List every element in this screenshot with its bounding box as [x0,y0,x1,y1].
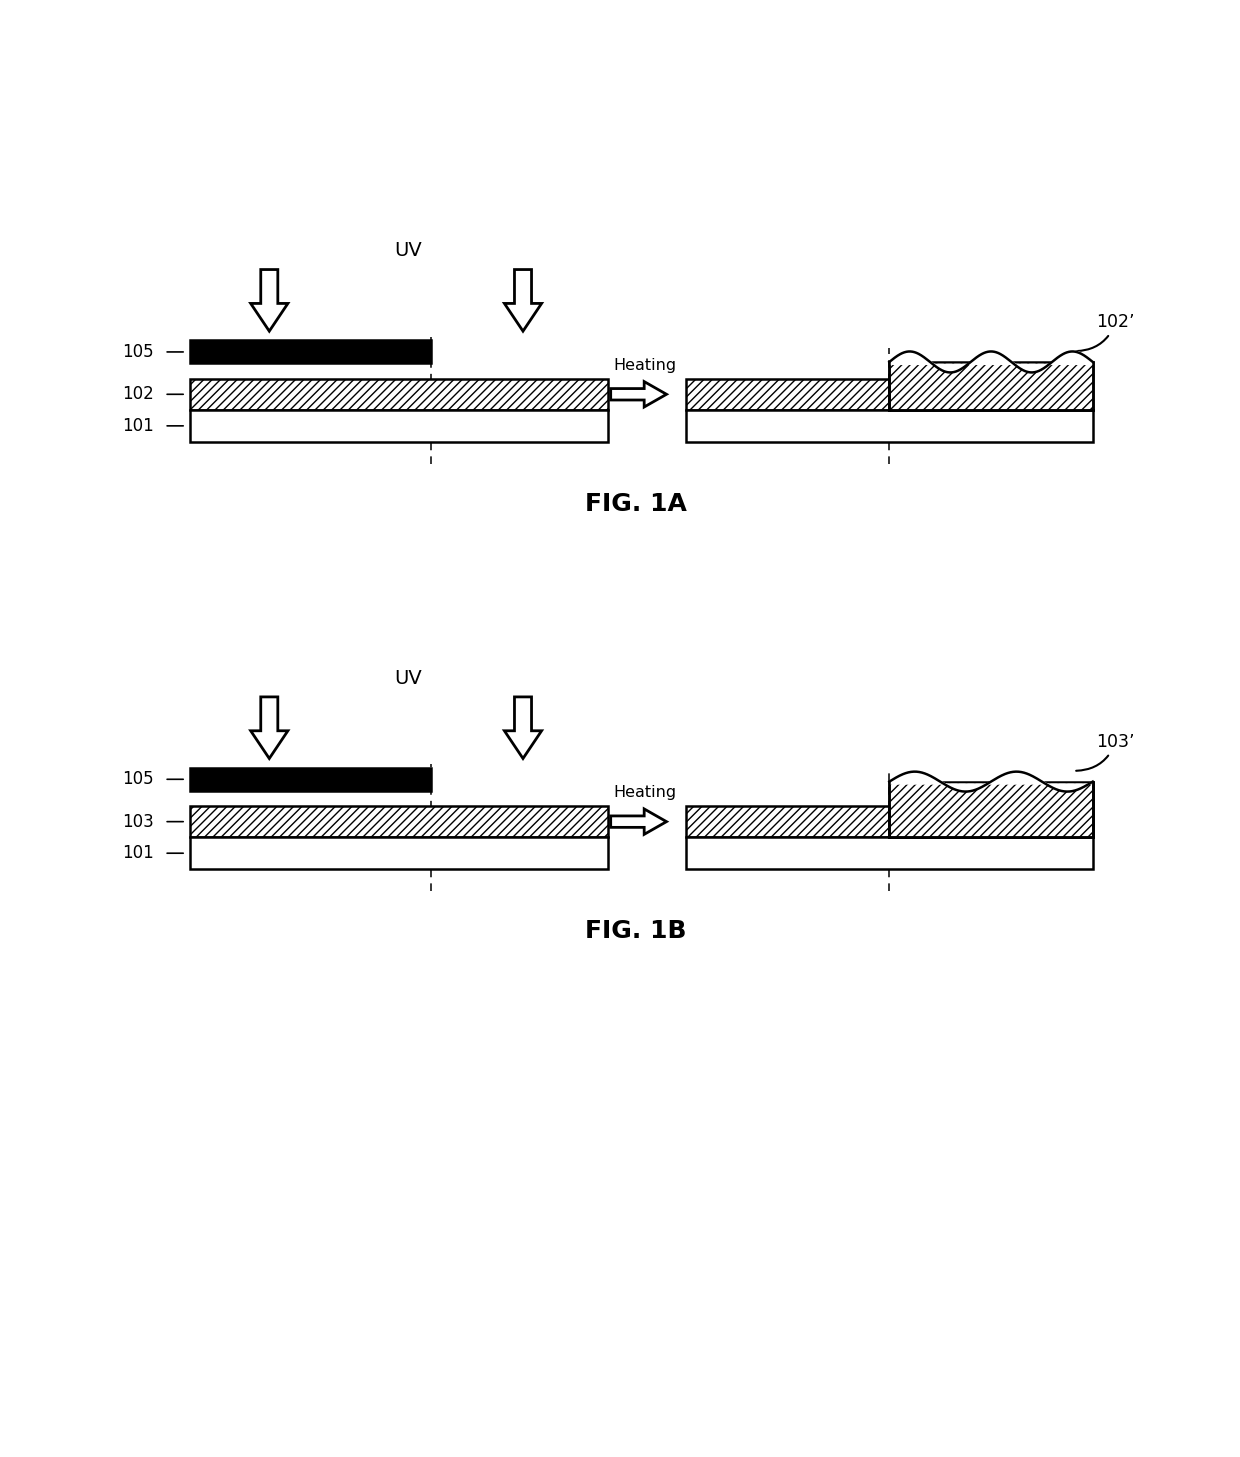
Polygon shape [505,696,542,759]
Text: UV: UV [394,242,422,261]
Bar [686,836,1092,870]
Bar [190,341,430,363]
Text: FIG. 1B: FIG. 1B [585,919,686,943]
Text: 101: 101 [123,844,154,863]
Text: FIG. 1A: FIG. 1A [584,491,687,516]
Polygon shape [611,382,667,407]
Polygon shape [250,270,288,331]
Bar [190,806,609,836]
Bar [686,379,889,409]
Text: 102’: 102’ [1076,313,1135,351]
Polygon shape [611,809,667,835]
Polygon shape [505,270,542,331]
Bar [889,781,1092,836]
Text: 105: 105 [123,771,154,788]
Text: 102: 102 [123,385,154,404]
Bar [190,379,609,409]
Text: Heating: Heating [614,785,677,800]
Bar [686,806,889,836]
Bar [889,361,1092,409]
Bar [190,409,609,441]
Text: UV: UV [394,669,422,688]
Text: Heating: Heating [614,358,677,373]
Polygon shape [250,696,288,759]
Text: 105: 105 [123,342,154,361]
Bar [686,409,1092,441]
Text: 101: 101 [123,417,154,434]
Text: 103’: 103’ [1076,733,1135,771]
Bar [190,768,430,791]
Bar [190,836,609,870]
Text: 103: 103 [123,813,154,830]
